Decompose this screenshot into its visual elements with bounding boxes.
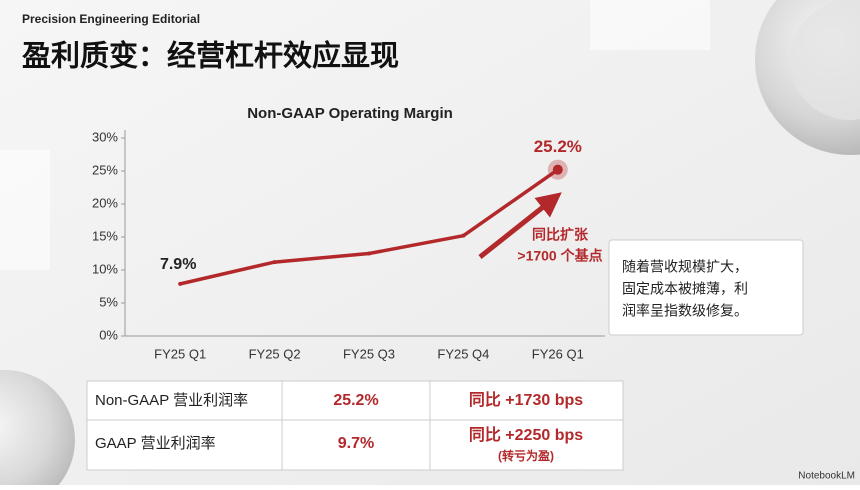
point [461, 233, 466, 238]
point [552, 164, 563, 175]
value-label: 25.2% [534, 137, 582, 156]
x-tick-label: FY25 Q1 [154, 346, 206, 361]
annotation: 同比扩张 [532, 227, 589, 243]
table-cell: 同比 +2250 bps [469, 426, 583, 444]
watermark: NotebookLM [798, 471, 855, 482]
chart-title: Non-GAAP Operating Margin [247, 105, 453, 122]
x-tick-label: FY26 Q1 [532, 346, 584, 361]
y-tick-label: 10% [92, 261, 118, 276]
slide-title: 盈利质变：经营杠杆效应显现 [22, 39, 399, 73]
x-tick-label: FY25 Q2 [249, 346, 301, 361]
decor [0, 150, 50, 270]
table [86, 380, 624, 471]
point [178, 281, 183, 286]
table-note: (转亏为盈) [498, 448, 554, 463]
annotation: >1700 个基点 [517, 248, 602, 264]
trend-arrow [478, 192, 562, 259]
note-line: 固定成本被摊薄，利 [622, 281, 748, 297]
decor [790, 0, 860, 120]
point [367, 251, 371, 256]
x-tick-label: FY25 Q4 [437, 346, 489, 361]
value-label: 7.9% [160, 256, 196, 273]
table-cell: 同比 +1730 bps [469, 391, 583, 409]
table-cell: 9.7% [338, 435, 374, 452]
y-tick-label: 5% [99, 294, 118, 309]
y-tick-label: 0% [99, 327, 118, 342]
point [272, 260, 277, 265]
y-tick-label: 30% [92, 129, 118, 144]
decor [0, 370, 75, 490]
note-line: 随着营收规模扩大， [622, 259, 748, 275]
y-tick-label: 15% [92, 228, 118, 243]
table-cell: GAAP 营业利润率 [95, 435, 216, 452]
brand: Precision Engineering Editorial [22, 12, 200, 26]
x-tick-label: FY25 Q3 [343, 346, 395, 361]
y-tick-label: 20% [92, 195, 118, 210]
table-cell: Non-GAAP 营业利润率 [95, 392, 248, 409]
note-box [608, 239, 804, 336]
table-cell: 25.2% [333, 392, 378, 409]
y-tick-label: 25% [92, 162, 118, 177]
decor [590, 0, 710, 50]
note-line: 润率呈指数级修复。 [622, 303, 748, 319]
